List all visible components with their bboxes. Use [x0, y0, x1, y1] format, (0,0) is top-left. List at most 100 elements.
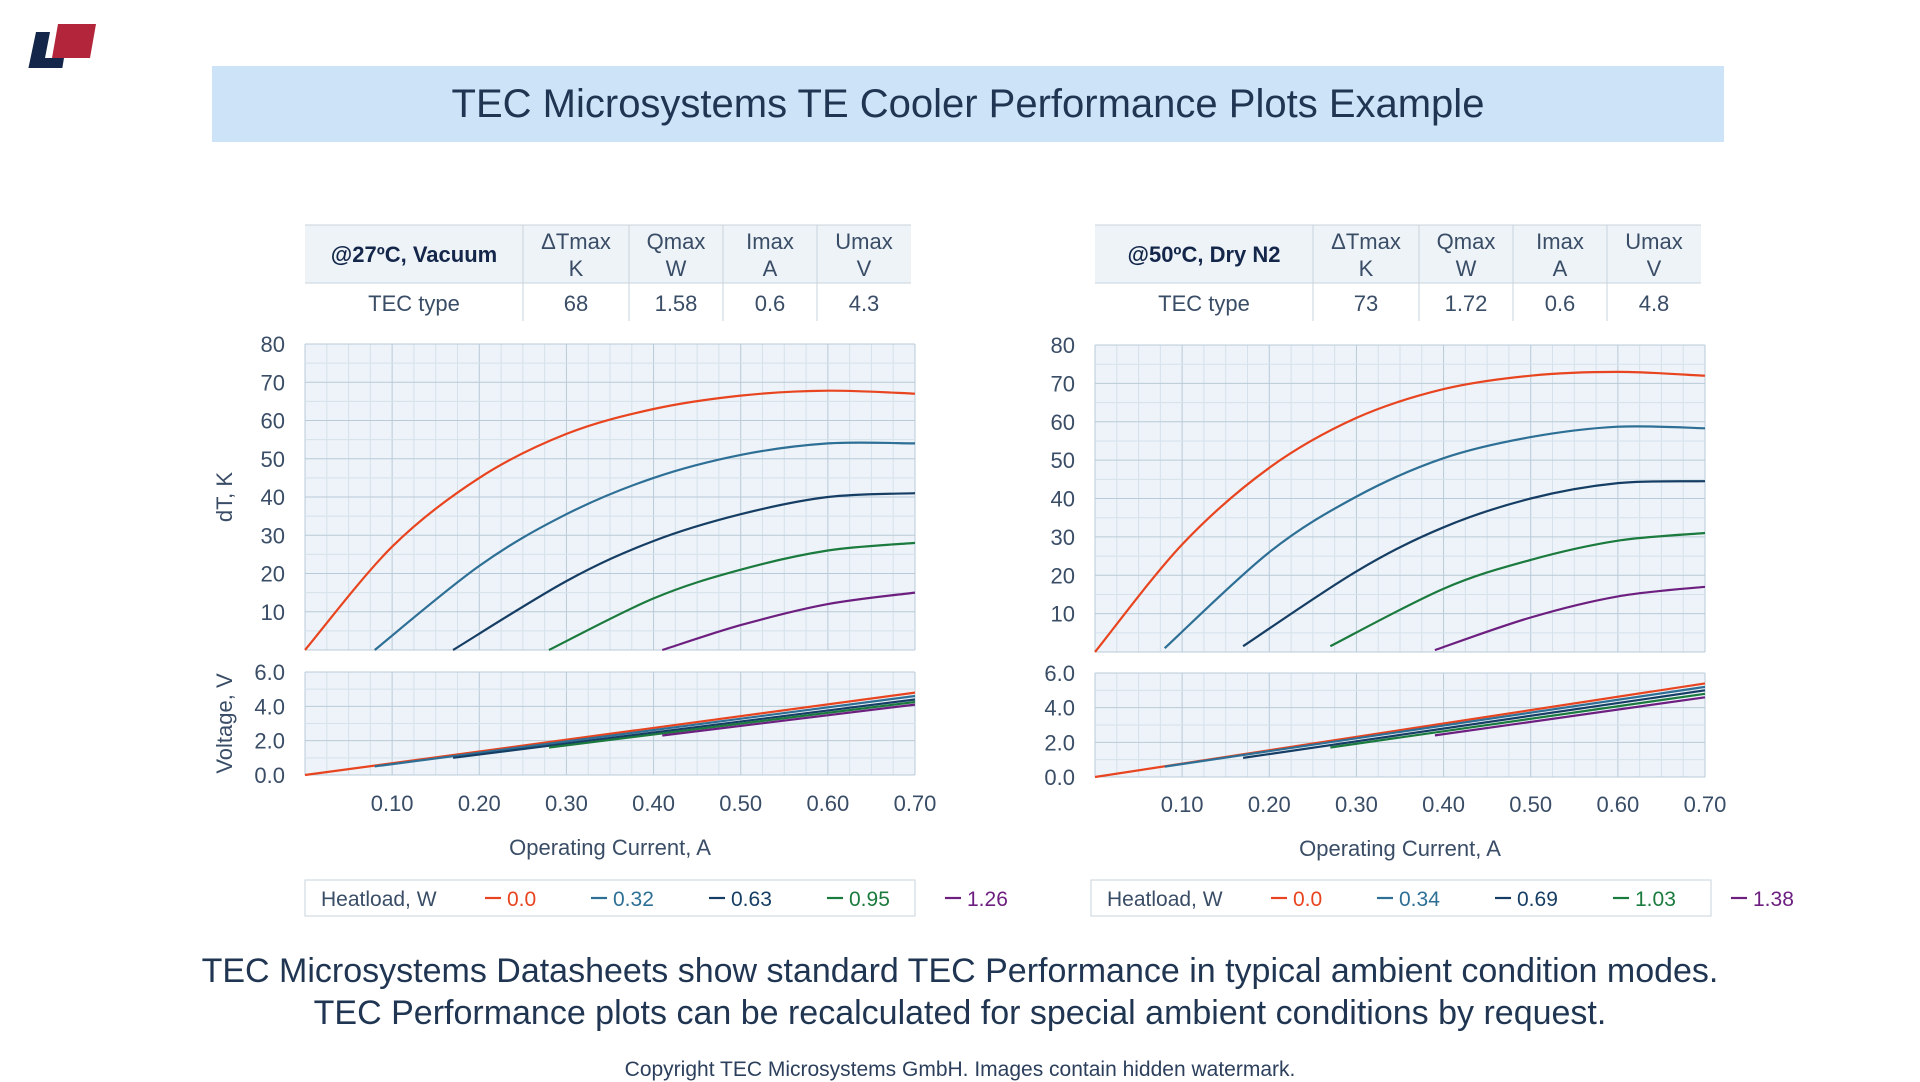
y-tick-label: 4.0 — [1044, 696, 1075, 721]
y-tick-label: 20 — [261, 562, 285, 587]
table-condition: @50ºC, Dry N2 — [1128, 242, 1281, 267]
series-line-0.63 — [452, 492, 916, 651]
table-header-name: Qmax — [1437, 229, 1496, 254]
y-tick-label: 40 — [261, 485, 285, 510]
table-header-bg — [1095, 225, 1701, 283]
voltage-plot: 0.0 2.0 4.0 6.0 Voltage, V — [212, 660, 916, 788]
legend-title: Heatload, W — [1107, 888, 1223, 911]
legend-entry-0.69: 0.69 — [1517, 888, 1558, 911]
x-tick-label: 0.50 — [1509, 792, 1552, 817]
table-header-name: Imax — [1536, 229, 1584, 254]
table-value: 1.58 — [655, 291, 698, 316]
x-axis-label: Operating Current, A — [509, 835, 711, 860]
company-logo — [28, 24, 96, 68]
y-tick-label: 2.0 — [1044, 730, 1075, 755]
voltage-plot: 0.0 2.0 4.0 6.0 — [1044, 661, 1706, 790]
series-line-0.0 — [1094, 370, 1706, 653]
y-tick-label: 40 — [1051, 487, 1075, 512]
series-line-0.34 — [1164, 685, 1706, 768]
table-value: 0.6 — [755, 291, 786, 316]
series-line-0.69 — [1242, 480, 1706, 648]
table-header-unit: W — [666, 256, 687, 281]
y-tick-label: 6.0 — [254, 660, 285, 685]
table-header-name: Imax — [746, 229, 794, 254]
y-axis-label: dT, K — [212, 472, 237, 522]
series-line-0.95 — [548, 541, 916, 651]
table-header-unit: K — [569, 256, 584, 281]
legend-box — [1090, 879, 1712, 917]
legend-title: Heatload, W — [321, 888, 437, 911]
table-header-unit: V — [1647, 256, 1662, 281]
series-line-1.26 — [661, 591, 916, 652]
y-tick-label: 20 — [1051, 563, 1075, 588]
table-row-bg — [305, 283, 911, 321]
dt-plot: 10 20 30 40 50 60 70 80 dT, K — [212, 332, 916, 652]
y-axis-label: Voltage, V — [212, 673, 237, 774]
legend-entry-1.03: 1.03 — [1635, 888, 1676, 911]
table-value: 73 — [1354, 291, 1378, 316]
table-condition: @27ºC, Vacuum — [331, 242, 497, 267]
series-line-1.38 — [1434, 585, 1706, 652]
y-tick-label: 6.0 — [1044, 661, 1075, 686]
series-line-1.03 — [1329, 531, 1706, 648]
y-tick-label: 50 — [1051, 448, 1075, 473]
table-header-name: Qmax — [647, 229, 706, 254]
y-tick-label: 70 — [1051, 371, 1075, 396]
table-header-name: Umax — [835, 229, 892, 254]
y-tick-label: 80 — [1051, 333, 1075, 358]
y-tick-label: 0.0 — [1044, 765, 1075, 790]
legend-entry-0.63: 0.63 — [731, 888, 772, 911]
copyright-note: Copyright TEC Microsystems GmbH. Images … — [624, 1058, 1296, 1081]
series-line-0.34 — [1163, 425, 1706, 650]
table-value: 4.8 — [1639, 291, 1670, 316]
table-row-label: TEC type — [1158, 291, 1250, 316]
x-tick-label: 0.30 — [545, 791, 588, 816]
y-tick-label: 70 — [261, 370, 285, 395]
x-tick-label: 0.30 — [1335, 792, 1378, 817]
table-value: 1.72 — [1445, 291, 1488, 316]
series-line-0.0 — [304, 389, 916, 651]
series-line-0.69 — [1242, 689, 1706, 759]
y-tick-label: 30 — [261, 523, 285, 548]
logo-navy-mark — [28, 32, 64, 68]
x-tick-label: 0.10 — [1161, 792, 1204, 817]
page-title: TEC Microsystems TE Cooler Performance P… — [451, 82, 1485, 126]
legend-entry-0.32: 0.32 — [613, 888, 654, 911]
legend-entry-0.0: 0.0 — [507, 888, 536, 911]
table-header-name: ΔTmax — [541, 229, 611, 254]
legend-entry-0.0: 0.0 — [1293, 888, 1322, 911]
legend: Heatload, W 0.0 0.34 0.69 1.03 1.38 — [1090, 879, 1794, 917]
legend-entry-1.26: 1.26 — [967, 888, 1008, 911]
y-tick-label: 80 — [261, 332, 285, 357]
y-tick-label: 60 — [1051, 410, 1075, 435]
y-tick-label: 4.0 — [254, 694, 285, 719]
table-value: 0.6 — [1545, 291, 1576, 316]
table-header-unit: K — [1359, 256, 1374, 281]
caption-line-2: TEC Performance plots can be recalculate… — [313, 994, 1607, 1032]
table-row-label: TEC type — [368, 291, 460, 316]
title-banner: TEC Microsystems TE Cooler Performance P… — [212, 66, 1724, 142]
y-tick-label: 10 — [1051, 602, 1075, 627]
x-tick-label: 0.70 — [1684, 792, 1727, 817]
series-line-1.26 — [662, 703, 916, 737]
y-tick-label: 2.0 — [254, 729, 285, 754]
y-tick-label: 10 — [261, 600, 285, 625]
table-header-name: Umax — [1625, 229, 1682, 254]
x-tick-label: 0.40 — [1422, 792, 1465, 817]
legend: Heatload, W 0.0 0.32 0.63 0.95 1.26 — [304, 879, 1008, 917]
table-row-bg — [1095, 283, 1701, 321]
legend-entry-0.34: 0.34 — [1399, 888, 1440, 911]
x-tick-label: 0.20 — [458, 791, 501, 816]
series-line-1.03 — [1330, 692, 1706, 749]
table-header-unit: W — [1456, 256, 1477, 281]
series-line-1.38 — [1434, 696, 1706, 737]
table-header-unit: V — [857, 256, 872, 281]
caption-line-1: TEC Microsystems Datasheets show standar… — [201, 952, 1719, 990]
table-header-unit: A — [1553, 256, 1568, 281]
table-value: 4.3 — [849, 291, 880, 316]
x-tick-label: 0.60 — [806, 791, 849, 816]
